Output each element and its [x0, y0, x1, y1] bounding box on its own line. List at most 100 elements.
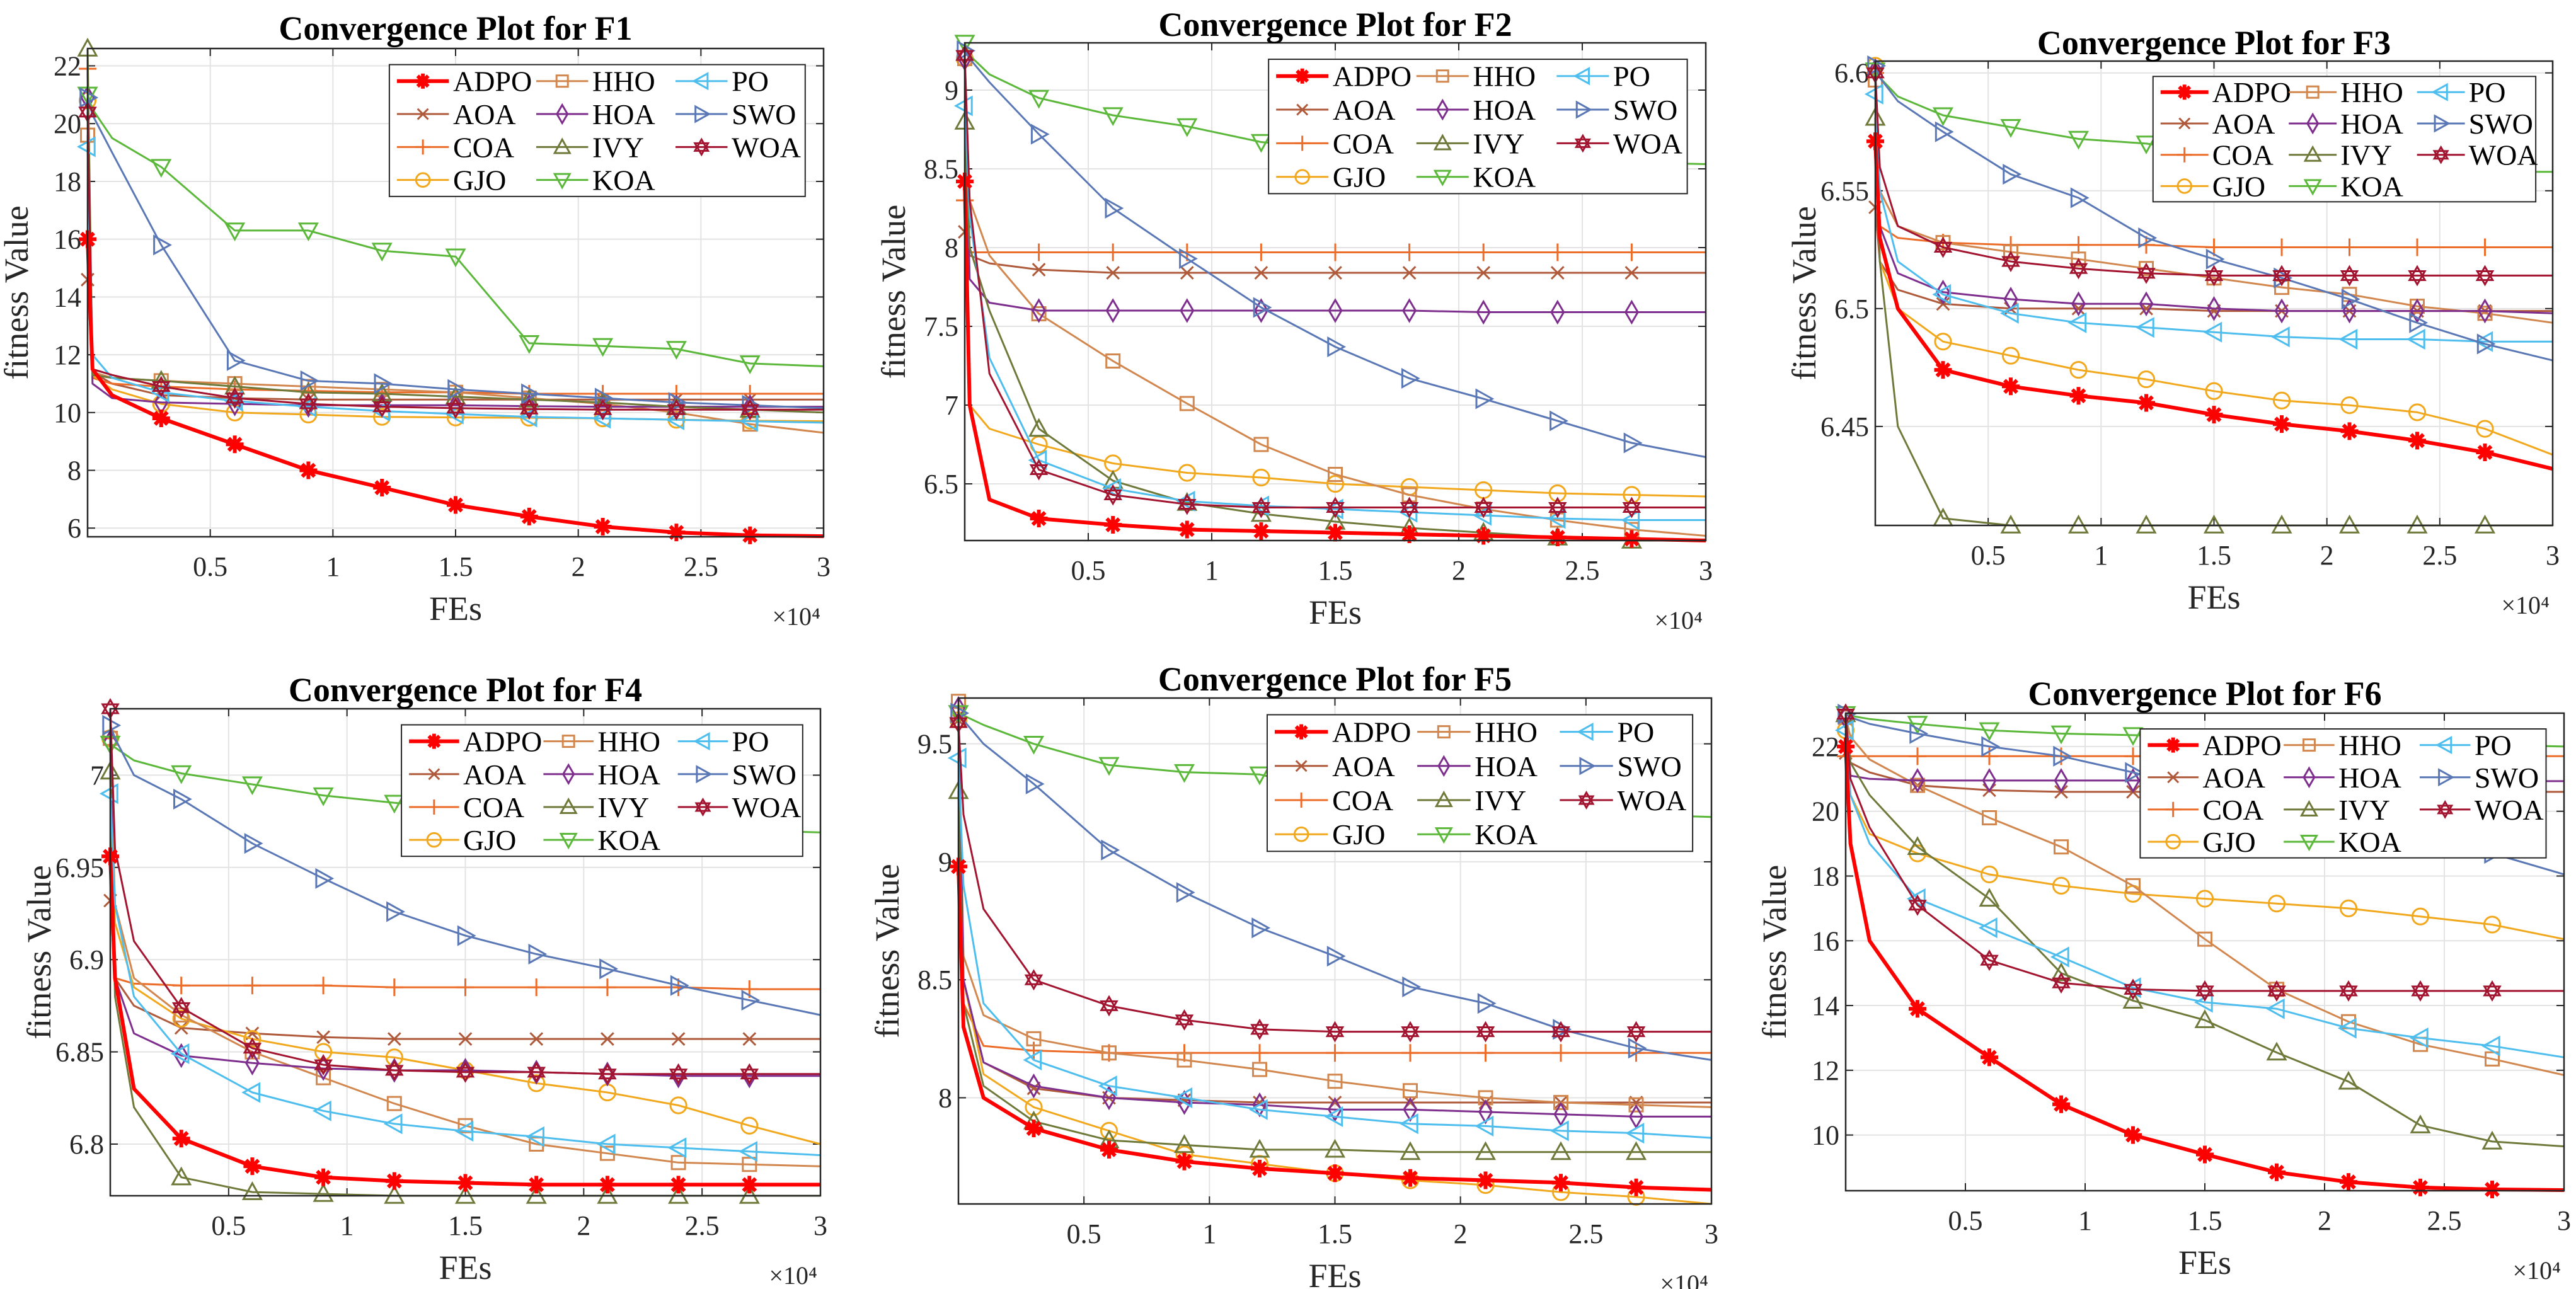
data-point-marker — [2136, 135, 2157, 155]
x-tick-label: 0.5 — [1948, 1205, 1983, 1236]
y-tick-label: 6.85 — [55, 1037, 104, 1068]
series-line-woa — [86, 112, 824, 411]
data-point-marker — [1474, 496, 1493, 518]
legend-item-aoa: AOA — [409, 759, 526, 791]
series-woa — [101, 698, 820, 1085]
y-tick-label: 7 — [945, 390, 958, 421]
x-tick-label: 0.5 — [1971, 540, 2006, 571]
legend-marker-icon — [426, 832, 442, 848]
data-point-marker — [1548, 496, 1567, 518]
legend-item-swo: SWO — [2419, 762, 2539, 794]
data-point-marker — [740, 1116, 759, 1135]
data-point-marker — [1326, 474, 1345, 493]
data-point-marker — [1548, 529, 1567, 546]
data-point-marker — [314, 977, 333, 995]
data-point-marker — [1477, 993, 1497, 1014]
legend-item-ivy: IVY — [1416, 127, 1524, 159]
data-point-marker — [527, 1074, 546, 1092]
chart-title: Convergence Plot for F6 — [2028, 675, 2381, 713]
data-point-marker — [456, 1174, 474, 1192]
legend-item-ivy: IVY — [536, 131, 644, 163]
data-point-marker — [742, 1157, 757, 1172]
x-tick-label: 0.5 — [1071, 555, 1106, 586]
legend-marker-icon — [2167, 771, 2180, 784]
legend-marker-icon — [2165, 834, 2181, 850]
data-point-marker — [527, 1176, 546, 1194]
legend-item-hho: HHO — [2284, 730, 2401, 762]
series-line-hho — [963, 58, 1706, 537]
data-point-marker — [314, 1168, 333, 1186]
data-point-marker — [1402, 298, 1417, 323]
data-point-marker — [1180, 266, 1194, 280]
data-point-marker — [2476, 420, 2494, 438]
data-point-marker — [1098, 1075, 1117, 1097]
legend-marker-icon — [2434, 114, 2451, 133]
data-point-marker — [1032, 263, 1046, 277]
legend-item-hoa: HOA — [1417, 750, 1538, 782]
data-point-marker — [2476, 333, 2496, 355]
series-adpo — [1866, 132, 2553, 471]
legend-marker-icon — [1293, 826, 1309, 842]
legend-label: SWO — [2475, 762, 2539, 794]
data-point-marker — [151, 159, 172, 178]
legend-item-hho: HHO — [543, 726, 660, 758]
axes-frame — [963, 42, 1707, 542]
y-tick-label: 6.9 — [69, 944, 104, 975]
data-point-marker — [2069, 236, 2088, 254]
y-tick-label: 12 — [54, 340, 81, 370]
data-point-marker — [527, 978, 546, 997]
legend-marker-icon — [1294, 793, 1309, 808]
legend-label: AOA — [453, 98, 516, 130]
data-point-marker — [456, 1061, 475, 1083]
data-point-marker — [2474, 514, 2496, 534]
data-point-marker — [597, 1184, 618, 1204]
legend-marker-icon — [1575, 100, 1592, 119]
data-point-marker — [1932, 107, 1954, 127]
data-point-marker — [1475, 527, 1493, 545]
data-point-marker — [598, 1176, 616, 1194]
data-point-marker — [741, 990, 761, 1011]
series-swo — [1867, 55, 2553, 362]
data-point-marker — [313, 1183, 334, 1202]
x-tick-label: 2.5 — [685, 1210, 720, 1241]
data-point-marker — [1551, 1021, 1570, 1043]
y-tick-label: 8 — [945, 232, 958, 263]
data-point-marker — [173, 788, 192, 810]
legend-item-swo: SWO — [1556, 94, 1677, 126]
data-point-marker — [1550, 1141, 1572, 1160]
data-point-marker — [2069, 387, 2088, 405]
data-point-marker — [2122, 727, 2144, 747]
data-point-marker — [1251, 496, 1271, 518]
series-line-woa — [963, 55, 1706, 508]
legend-item-woa: WOA — [1560, 784, 1686, 816]
data-point-marker — [1175, 1152, 1193, 1171]
data-point-marker — [1399, 1113, 1418, 1135]
x-tick-label: 0.5 — [211, 1210, 246, 1241]
data-point-marker — [1176, 1052, 1192, 1068]
x-axis-multiplier: ×10⁴ — [1654, 606, 1703, 634]
data-point-marker — [2341, 289, 2360, 310]
data-point-marker — [2067, 312, 2087, 333]
legend-item-gjo: GJO — [396, 164, 506, 197]
data-point-marker — [2483, 915, 2502, 934]
data-point-marker — [2125, 762, 2144, 783]
legend-label: GJO — [2212, 170, 2265, 202]
data-point-marker — [2137, 236, 2155, 254]
legend-label: SWO — [2469, 108, 2533, 140]
data-point-marker — [2340, 396, 2359, 415]
data-point-marker — [598, 1063, 617, 1085]
legend-marker-icon — [694, 797, 711, 816]
x-axis-multiplier: ×10⁴ — [2501, 591, 2550, 619]
data-point-marker — [1980, 949, 1999, 971]
legend-item-woa: WOA — [2417, 139, 2538, 171]
data-point-marker — [526, 1184, 547, 1204]
data-point-marker — [2203, 321, 2222, 343]
series-line-woa — [1844, 714, 2564, 992]
legend-item-aoa: AOA — [2148, 762, 2265, 794]
data-point-marker — [2003, 244, 2018, 260]
data-point-marker — [1324, 1106, 1343, 1127]
series-line-ivy — [1844, 714, 2565, 1148]
data-point-marker — [1908, 894, 1927, 916]
y-tick-label: 10 — [54, 398, 81, 428]
